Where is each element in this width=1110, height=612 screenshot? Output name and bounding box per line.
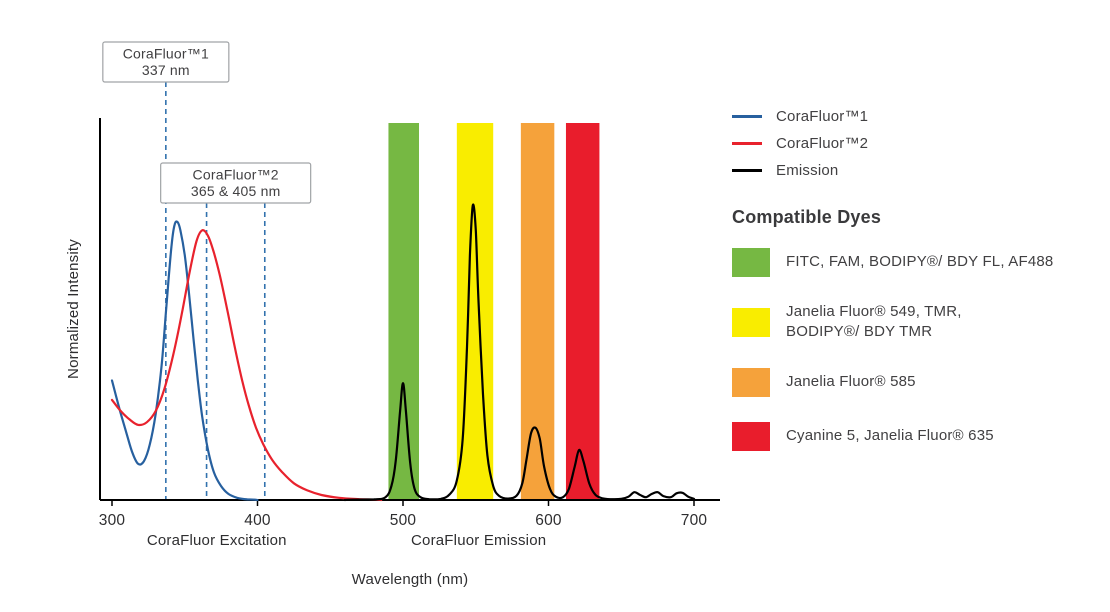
callout-box — [160, 162, 312, 204]
legend-item-label: CoraFluor™1 — [776, 108, 869, 125]
x-tick-label: 300 — [99, 512, 126, 529]
x-tick-label: 600 — [535, 512, 562, 529]
dye-swatch — [732, 307, 770, 337]
dye-label: Janelia Fluor® 549, TMR, BODIPY®/ BDY TM… — [786, 303, 962, 341]
x-tick-label: 700 — [681, 512, 708, 529]
x-axis-title: Wavelength (nm) — [352, 571, 469, 588]
legend-series-list: CoraFluor™1 CoraFluor™2 Emission — [732, 108, 1104, 179]
legend-line-swatch — [732, 169, 762, 172]
callout-box — [102, 41, 230, 83]
legend-item: Emission — [732, 162, 1104, 179]
legend-line-swatch — [732, 142, 762, 145]
compatible-dyes-heading: Compatible Dyes — [732, 207, 882, 227]
compatible-dyes-list: FITC, FAM, BODIPY®/ BDY FL, AF488 Janelia… — [732, 248, 1104, 451]
axis-section-label: CoraFluor Excitation — [147, 532, 287, 549]
dye-row: FITC, FAM, BODIPY®/ BDY FL, AF488 — [732, 248, 1104, 277]
callout-title: CoraFluor™1 — [123, 46, 209, 62]
dye-swatch — [732, 248, 770, 277]
legend-item: CoraFluor™2 — [732, 135, 1104, 152]
callout-subtitle: 365 & 405 nm — [191, 183, 281, 199]
legend-item-label: Emission — [776, 162, 839, 179]
x-tick-label: 400 — [244, 512, 271, 529]
callout-title: CoraFluor™2 — [193, 167, 279, 183]
legend-line-swatch — [732, 115, 762, 118]
dye-swatch — [732, 421, 770, 451]
series-curve-3 — [343, 203, 696, 502]
dye-row: Janelia Fluor® 549, TMR, BODIPY®/ BDY TM… — [732, 302, 1104, 343]
x-tick-label: 500 — [390, 512, 417, 529]
dye-label: Janelia Fluor® 585 — [786, 372, 916, 390]
filter-band-red — [565, 123, 600, 500]
filter-band-green — [388, 123, 420, 500]
dye-row: Janelia Fluor® 585 — [732, 367, 1104, 397]
dye-row: Cyanine 5, Janelia Fluor® 635 — [732, 421, 1104, 451]
dye-label: Cyanine 5, Janelia Fluor® 635 — [786, 426, 994, 444]
series-curve-1 — [110, 220, 259, 502]
y-axis-title: Normalized Intensity — [65, 239, 82, 379]
legend-item-label: CoraFluor™2 — [776, 135, 869, 152]
filter-band-orange — [520, 123, 555, 500]
dye-label: FITC, FAM, BODIPY®/ BDY FL, AF488 — [786, 253, 1054, 271]
legend-panel: CoraFluor™1 CoraFluor™2 Emission Compatibl… — [732, 108, 1104, 476]
axis-section-label: CoraFluor Emission — [411, 532, 546, 549]
series-curve-2 — [110, 229, 383, 502]
dye-swatch — [732, 367, 770, 397]
legend-item: CoraFluor™1 — [732, 108, 1104, 125]
callout-subtitle: 337 nm — [142, 62, 190, 78]
